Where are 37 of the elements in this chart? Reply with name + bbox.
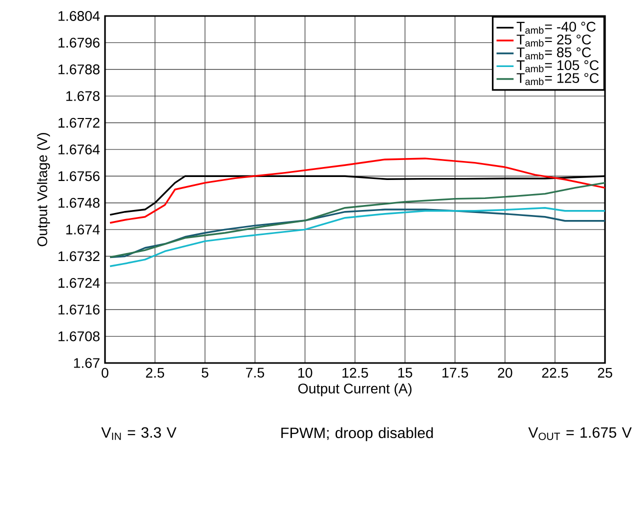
y-tick-label: 1.67	[74, 358, 100, 368]
y-tick-label: 1.674	[66, 224, 100, 234]
x-tick-label: 25	[598, 368, 612, 378]
y-tick-label: 1.6708	[58, 331, 100, 342]
legend-label: T$_{amb}$= 105 °C	[516, 60, 599, 72]
x-tick-label: 20	[498, 368, 512, 378]
line-series	[109, 158, 606, 224]
y-tick-label: 1.6756	[58, 171, 100, 182]
y-tick-label: 1.6772	[58, 118, 100, 128]
line-series	[109, 208, 606, 258]
text: V$_{IN}$ = 3.3 V	[101, 427, 176, 440]
x-tick-label: 10	[298, 368, 312, 378]
x-tick-label: 5	[202, 368, 208, 378]
legend-label: T$_{amb}$= 85 °C	[516, 47, 591, 60]
y-tick-label: 1.6796	[58, 38, 100, 48]
y-tick-label: 1.6724	[58, 278, 100, 288]
y-tick-label: 1.6788	[58, 64, 100, 74]
y-axis-title: Output Voltage (V)	[36, 133, 50, 246]
x-tick-label: 15	[398, 368, 412, 378]
x-tick-label: 12.5	[342, 368, 368, 378]
y-tick-label: 1.6732	[58, 251, 100, 262]
y-tick-label: 1.6764	[58, 144, 100, 154]
x-tick-label: 22.5	[542, 368, 568, 378]
y-tick-label: 1.6804	[58, 11, 100, 21]
y-tick-label: 1.6716	[58, 304, 100, 315]
legend-label: T$_{amb}$= 25 °C	[516, 34, 591, 47]
legend-label: T$_{amb}$= -40 °C	[516, 22, 596, 34]
y-tick-label: 1.678	[66, 91, 100, 102]
y-tick-label: 1.6748	[58, 198, 100, 208]
text: FPWM; droop disabled	[281, 427, 433, 442]
x-tick-label: 17.5	[442, 368, 468, 378]
legend-label: T$_{amb}$= 125 °C	[516, 73, 599, 86]
x-tick-label: 0	[102, 368, 108, 378]
x-tick-label: 7.5	[246, 368, 264, 378]
x-axis-title: Output Current (A)	[298, 383, 412, 396]
x-tick-label: 2.5	[146, 368, 164, 378]
text: V$_{OUT}$ = 1.675 V	[528, 427, 632, 440]
